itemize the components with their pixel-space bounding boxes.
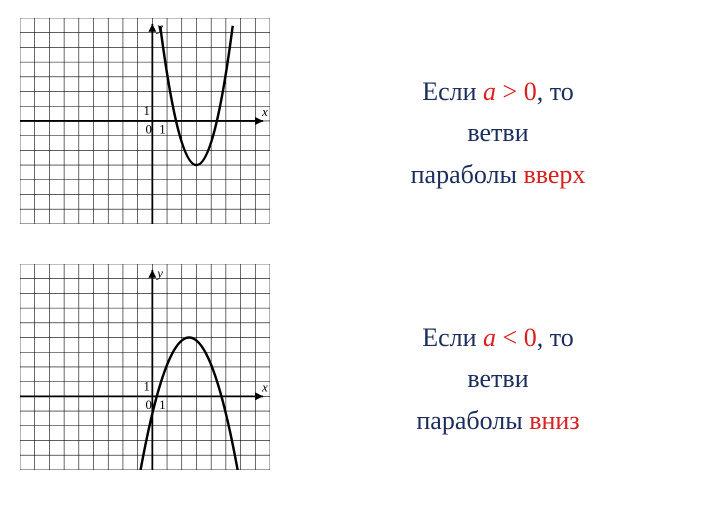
y-axis-label: y: [155, 267, 163, 281]
origin-label: 0: [145, 398, 151, 412]
text-op: < 0: [496, 323, 537, 352]
row-parabola-up: 0 1 1 y x Если a > 0, то ветви параболы …: [20, 10, 686, 256]
parabola-down-svg: 0 1 1 y x: [20, 264, 270, 470]
text-prefix: Если: [422, 77, 483, 106]
text-highlight: вниз: [529, 406, 579, 435]
text-down-line1: Если a < 0, то: [330, 317, 666, 359]
text-up-line1: Если a > 0, то: [330, 71, 666, 113]
text-suffix: , то: [537, 323, 574, 352]
text-op: > 0: [496, 77, 537, 106]
text-line3-prefix: параболы: [416, 406, 529, 435]
text-up-line3: параболы вверх: [330, 154, 666, 196]
text-up-line2: ветви: [330, 112, 666, 154]
text-down: Если a < 0, то ветви параболы вниз: [270, 317, 686, 442]
row-parabola-down: 0 1 1 y x Если a < 0, то ветви параболы …: [20, 256, 686, 502]
text-up: Если a > 0, то ветви параболы вверх: [270, 71, 686, 196]
text-suffix: , то: [537, 77, 574, 106]
x-axis-label: x: [261, 380, 268, 394]
text-var: a: [483, 77, 496, 106]
text-line3-prefix: параболы: [411, 160, 524, 189]
origin-label: 0: [145, 123, 151, 137]
y-arrow-icon: [148, 270, 156, 278]
x-axis-label: x: [261, 105, 268, 119]
text-highlight: вверх: [523, 160, 585, 189]
x-unit-label: 1: [159, 398, 165, 412]
graph-up: 0 1 1 y x: [20, 18, 270, 248]
text-down-line2: ветви: [330, 358, 666, 400]
text-prefix: Если: [422, 323, 483, 352]
x-unit-label: 1: [159, 123, 165, 137]
y-unit-label: 1: [144, 379, 150, 393]
text-down-line3: параболы вниз: [330, 400, 666, 442]
y-arrow-icon: [148, 24, 156, 32]
graph-down: 0 1 1 y x: [20, 264, 270, 494]
parabola-curve-down: [141, 338, 238, 470]
parabola-up-svg: 0 1 1 y x: [20, 18, 270, 224]
y-unit-label: 1: [144, 104, 150, 118]
text-var: a: [483, 323, 496, 352]
